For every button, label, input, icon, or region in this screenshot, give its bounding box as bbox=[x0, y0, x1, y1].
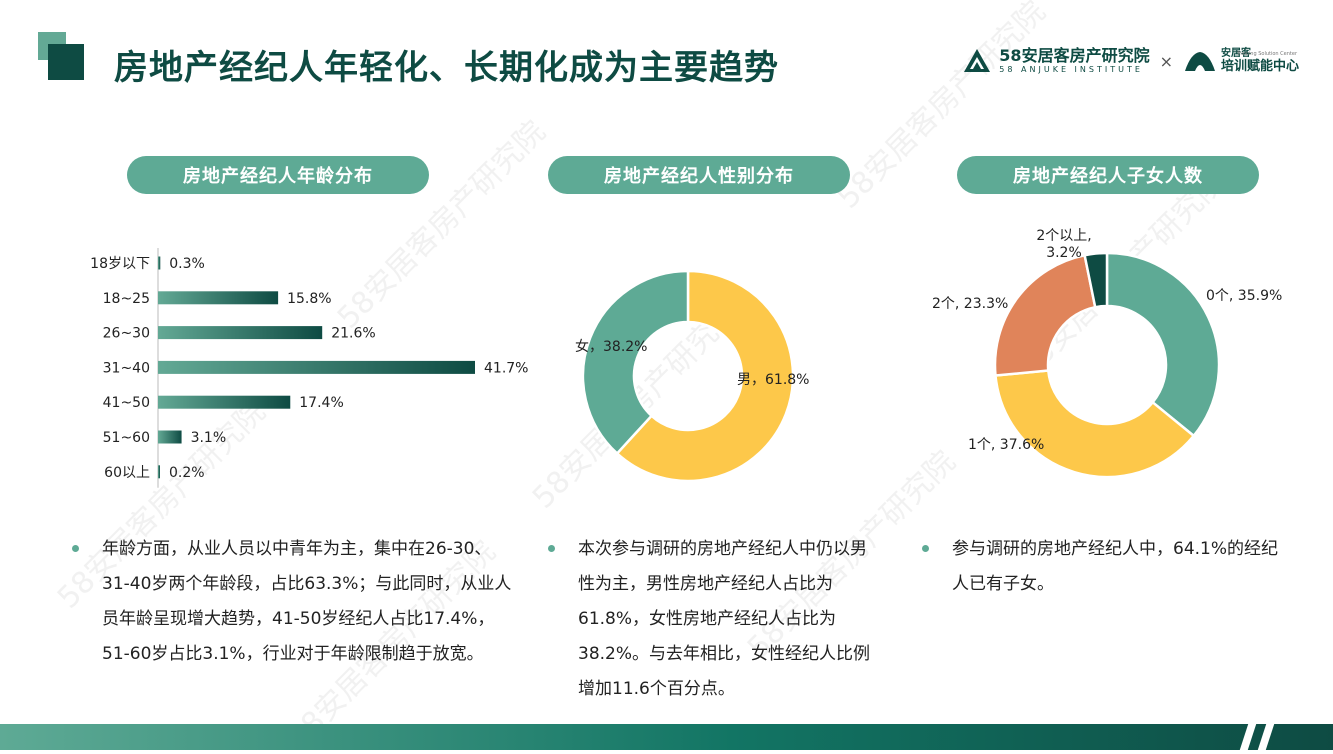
logo-separator: × bbox=[1159, 51, 1173, 71]
age-bar-chart: 18岁以下 0.3% 18~25 15.8% 26~30 21.6% 31~40 41.7% 4… bbox=[90, 248, 528, 488]
partner-name-bottom: 培训赋能中心 bbox=[1220, 59, 1299, 74]
bar-value-label: 21.6% bbox=[331, 326, 375, 342]
bar-value-label: 0.2% bbox=[169, 465, 205, 481]
training-center-logo-icon bbox=[1184, 52, 1215, 71]
donut-slice bbox=[615, 269, 795, 483]
bar-value-label: 17.4% bbox=[299, 395, 343, 411]
bar-value-label: 15.8% bbox=[287, 291, 331, 307]
bar-category-label: 18岁以下 bbox=[90, 256, 150, 272]
bar bbox=[158, 256, 161, 270]
bar bbox=[158, 395, 291, 409]
donut-slice bbox=[993, 253, 1097, 377]
donut-slice bbox=[1083, 251, 1109, 309]
bar-category-label: 31~40 bbox=[103, 360, 150, 376]
corner-decor-dark bbox=[48, 44, 84, 80]
bar-value-label: 41.7% bbox=[484, 360, 528, 376]
header-logo: 58安居客房产研究院 58 ANJUKE INSTITUTE × 安居客 培训赋… bbox=[963, 48, 1299, 74]
donut-slice-label: 3.2% bbox=[1046, 245, 1082, 261]
bar bbox=[158, 291, 279, 305]
bullet-dot bbox=[72, 545, 79, 552]
page-title: 房地产经纪人年轻化、长期化成为主要趋势 bbox=[114, 48, 779, 88]
bullet-text: 参与调研的房地产经纪人中，64.1%的经纪人已有子女。 bbox=[952, 539, 1279, 594]
bar-category-label: 26~30 bbox=[103, 326, 150, 342]
partner-name-english: Training Solution Center bbox=[1236, 51, 1297, 57]
donut-slice-label: 1个, 37.6% bbox=[968, 437, 1044, 453]
gender-donut-chart: 男，61.8% 女，38.2% bbox=[575, 269, 809, 483]
bullet-text: 本次参与调研的房地产经纪人中仍以男性为主，男性房地产经纪人占比为61.8%，女性… bbox=[578, 539, 871, 699]
donut-slice-label: 0个, 35.9% bbox=[1206, 288, 1282, 304]
children-donut-chart: 0个, 35.9% 1个, 37.6% 2个, 23.3% 2个以上,3.2% bbox=[932, 228, 1282, 479]
bar-category-label: 18~25 bbox=[103, 291, 150, 307]
bar bbox=[158, 326, 323, 340]
bar-value-label: 3.1% bbox=[191, 430, 227, 446]
bullet-dot bbox=[548, 545, 555, 552]
panel-title-age: 房地产经纪人年龄分布 bbox=[127, 156, 429, 194]
donut-slice bbox=[994, 369, 1196, 479]
partner-name-top: 安居客 bbox=[1220, 48, 1251, 59]
donut-slice bbox=[1105, 251, 1221, 438]
donut-slice bbox=[581, 269, 690, 456]
bar-category-label: 60以上 bbox=[104, 465, 150, 481]
bullet-gender: 本次参与调研的房地产经纪人中仍以男性为主，男性房地产经纪人占比为61.8%，女性… bbox=[548, 532, 878, 707]
bar-value-label: 0.3% bbox=[169, 256, 205, 272]
footer-bar bbox=[0, 724, 1333, 750]
panel-title-gender: 房地产经纪人性别分布 bbox=[548, 156, 850, 194]
anjuke-logo-icon bbox=[964, 49, 991, 72]
bullet-age: 年龄方面，从业人员以中青年为主，集中在26-30、31-40岁两个年龄段，占比6… bbox=[72, 532, 517, 672]
bar bbox=[158, 360, 475, 374]
bullet-text: 年龄方面，从业人员以中青年为主，集中在26-30、31-40岁两个年龄段，占比6… bbox=[102, 539, 512, 664]
donut-slice-label: 2个以上, bbox=[1036, 228, 1091, 244]
bullet-children: 参与调研的房地产经纪人中，64.1%的经纪人已有子女。 bbox=[922, 532, 1292, 602]
bar bbox=[158, 430, 182, 444]
donut-slice-label: 女，38.2% bbox=[575, 338, 647, 355]
logo-subtitle: 58 ANJUKE INSTITUTE bbox=[999, 65, 1143, 74]
bar-category-label: 51~60 bbox=[103, 430, 150, 446]
bullet-dot bbox=[922, 545, 929, 552]
bar bbox=[158, 465, 160, 479]
donut-slice-label: 2个, 23.3% bbox=[932, 296, 1008, 312]
bar-category-label: 41~50 bbox=[103, 395, 150, 411]
panel-title-children: 房地产经纪人子女人数 bbox=[957, 156, 1259, 194]
donut-slice-label: 男，61.8% bbox=[737, 372, 809, 388]
logo-name: 58安居客房产研究院 bbox=[999, 46, 1150, 65]
